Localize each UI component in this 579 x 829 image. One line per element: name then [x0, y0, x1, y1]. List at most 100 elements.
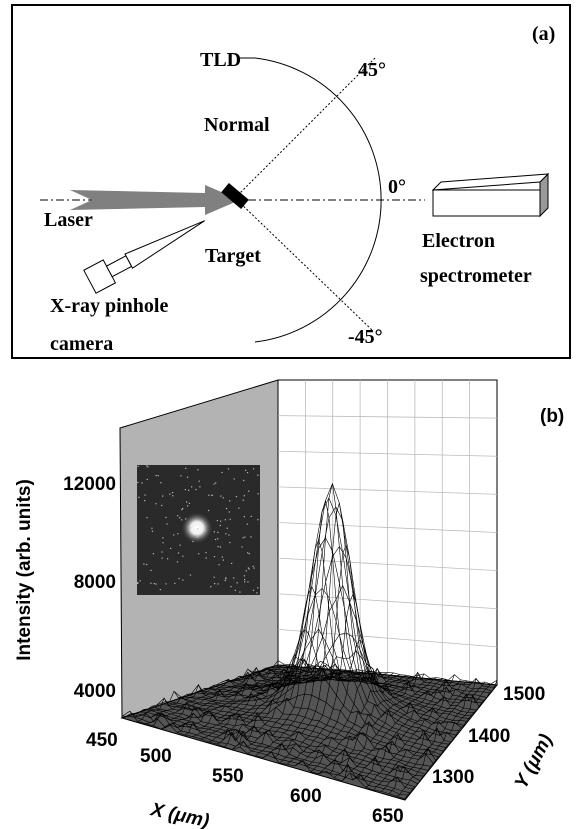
speckle-dot — [219, 564, 220, 565]
speckle-dot — [191, 486, 192, 487]
speckle-dot — [247, 581, 248, 582]
speckle-dot — [243, 537, 244, 538]
speckle-dot — [231, 563, 232, 564]
speckle-dot — [195, 489, 196, 490]
speckle-dot — [251, 516, 252, 517]
speckle-dot — [250, 536, 251, 537]
speckle-dot — [182, 508, 183, 509]
speckle-dot — [187, 477, 188, 478]
speckle-dot — [138, 466, 139, 467]
speckle-dot — [208, 495, 209, 496]
speckle-dot — [247, 524, 248, 525]
speckle-dot — [228, 534, 229, 535]
speckle-dot — [155, 503, 156, 504]
speckle-dot — [214, 483, 215, 484]
speckle-dot — [155, 583, 156, 584]
x-tick-label: 550 — [212, 766, 244, 787]
speckle-dot — [253, 566, 254, 567]
speckle-dot — [172, 492, 173, 493]
speckle-dot — [177, 515, 178, 516]
speckle-dot — [229, 542, 230, 543]
speckle-dot — [244, 575, 245, 576]
speckle-dot — [243, 500, 244, 501]
speckle-dot — [162, 495, 163, 496]
speckle-dot — [146, 517, 147, 518]
speckle-dot — [253, 590, 254, 591]
speckle-dot — [137, 482, 138, 483]
speckle-dot — [221, 472, 222, 473]
speckle-dot — [162, 542, 163, 543]
panel-a: (a) TLD 45° Normal 0° -45° Laser Target … — [12, 5, 570, 358]
speckle-dot — [253, 468, 254, 469]
speckle-dot — [238, 508, 239, 509]
speckle-dot — [220, 495, 221, 496]
speckle-dot — [245, 470, 246, 471]
speckle-dot — [258, 493, 259, 494]
x-title: X (μm) — [148, 799, 211, 829]
speckle-dot — [253, 568, 254, 569]
speckle-dot — [177, 561, 178, 562]
speckle-dot — [146, 465, 147, 466]
speckle-dot — [247, 472, 248, 473]
speckle-dot — [190, 527, 191, 528]
speckle-dot — [239, 591, 240, 592]
speckle-dot — [244, 495, 245, 496]
camera-shape — [84, 209, 211, 293]
x-tick-label: 650 — [372, 806, 404, 827]
speckle-dot — [247, 552, 248, 553]
normal-label: Normal — [204, 114, 270, 136]
speckle-dot — [212, 495, 213, 496]
speckle-dot — [144, 494, 145, 495]
speckle-dot — [217, 532, 218, 533]
speckle-dot — [225, 580, 226, 581]
speckle-dot — [228, 468, 229, 469]
speckle-dot — [165, 517, 166, 518]
speckle-dot — [197, 469, 198, 470]
speckle-dot — [241, 546, 242, 547]
speckle-dot — [180, 475, 181, 476]
speckle-dot — [235, 590, 236, 591]
speckle-dot — [186, 501, 187, 502]
panel-label: (a) — [532, 23, 555, 45]
speckle-dot — [206, 557, 207, 558]
speckle-dot — [214, 556, 215, 557]
speckle-dot — [197, 528, 198, 529]
speckle-dot — [165, 583, 166, 584]
speckle-dot — [229, 511, 230, 512]
z-tick-label: 4000 — [74, 681, 116, 702]
z-tick-label: 12000 — [63, 474, 116, 495]
speckle-dot — [234, 478, 235, 479]
speckle-dot — [169, 494, 170, 495]
speckle-dot — [210, 586, 211, 587]
speckle-dot — [230, 519, 231, 520]
speckle-dot — [215, 539, 216, 540]
speckle-dot — [178, 552, 179, 553]
speckle-dot — [217, 520, 218, 521]
y-tick-label: 1400 — [468, 726, 510, 747]
speckle-dot — [160, 589, 161, 590]
speckle-dot — [225, 519, 226, 520]
panel-b: (b) 12000 8000 4000 Intensity (arb. unit… — [14, 380, 564, 829]
speckle-dot — [237, 582, 238, 583]
speckle-dot — [248, 567, 249, 568]
speckle-dot — [143, 563, 144, 564]
speckle-dot — [223, 497, 224, 498]
speckle-dot — [170, 548, 171, 549]
speckle-dot — [257, 475, 258, 476]
speckle-dot — [182, 579, 183, 580]
spectrometer-label: spectrometer — [420, 265, 532, 287]
speckle-dot — [177, 533, 178, 534]
panel-label: (b) — [540, 406, 564, 427]
speckle-dot — [220, 525, 221, 526]
speckle-dot — [190, 574, 191, 575]
y-tick-label: 1300 — [432, 767, 474, 788]
speckle-dot — [257, 587, 258, 588]
angle-label: 0° — [388, 176, 406, 198]
speckle-dot — [220, 521, 221, 522]
speckle-dot — [140, 580, 141, 581]
speckle-dot — [138, 497, 139, 498]
speckle-dot — [166, 523, 167, 524]
speckle-dot — [214, 577, 215, 578]
speckle-dot — [199, 486, 200, 487]
speckle-dot — [162, 537, 163, 538]
